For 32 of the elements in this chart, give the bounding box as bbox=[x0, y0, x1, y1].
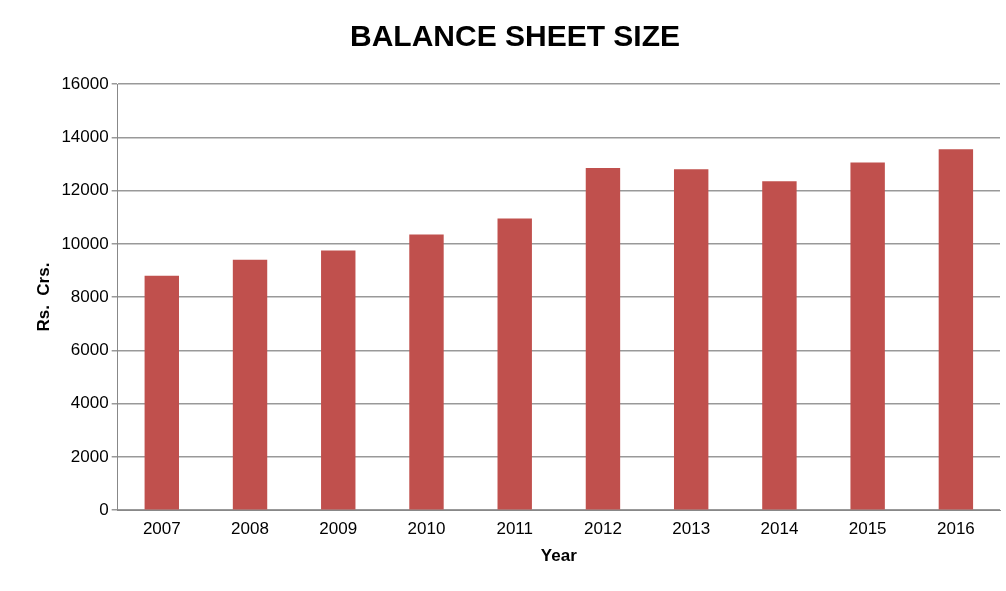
x-tick-label: 2008 bbox=[231, 519, 269, 539]
x-tick-label: 2011 bbox=[496, 519, 533, 539]
x-tick-label: 2007 bbox=[142, 519, 181, 539]
y-tick-label: 0 bbox=[99, 499, 109, 519]
x-tick-label: 2009 bbox=[319, 519, 358, 539]
x-tick-label: 2014 bbox=[760, 519, 799, 539]
x-tick-label: 2016 bbox=[936, 519, 975, 539]
y-tick-label: 12000 bbox=[61, 180, 109, 200]
y-tick-label: 10000 bbox=[61, 233, 109, 253]
bar bbox=[762, 181, 797, 510]
x-tick-label: 2015 bbox=[848, 519, 887, 539]
y-axis-title: Rs. Crs. bbox=[33, 262, 53, 332]
bar bbox=[497, 218, 532, 510]
x-tick-label: 2013 bbox=[672, 519, 711, 539]
chart-title: BALANCE SHEET SIZE bbox=[349, 19, 681, 53]
bar bbox=[409, 234, 444, 510]
bar bbox=[585, 167, 621, 510]
y-tick-label: 14000 bbox=[61, 126, 109, 146]
y-tick-label: 16000 bbox=[61, 73, 109, 93]
bar bbox=[232, 259, 268, 510]
x-axis-title: Year bbox=[540, 546, 578, 566]
y-tick-label: 2000 bbox=[70, 446, 109, 466]
x-tick-label: 2012 bbox=[584, 519, 622, 539]
y-tick-label: 6000 bbox=[70, 340, 109, 360]
bar bbox=[673, 169, 709, 510]
bar bbox=[321, 250, 356, 510]
bar bbox=[850, 162, 885, 510]
bar bbox=[144, 275, 179, 510]
x-tick-label: 2010 bbox=[407, 519, 446, 539]
bar bbox=[938, 149, 974, 510]
y-tick-label: 8000 bbox=[70, 286, 109, 306]
y-tick-label: 4000 bbox=[70, 393, 109, 413]
